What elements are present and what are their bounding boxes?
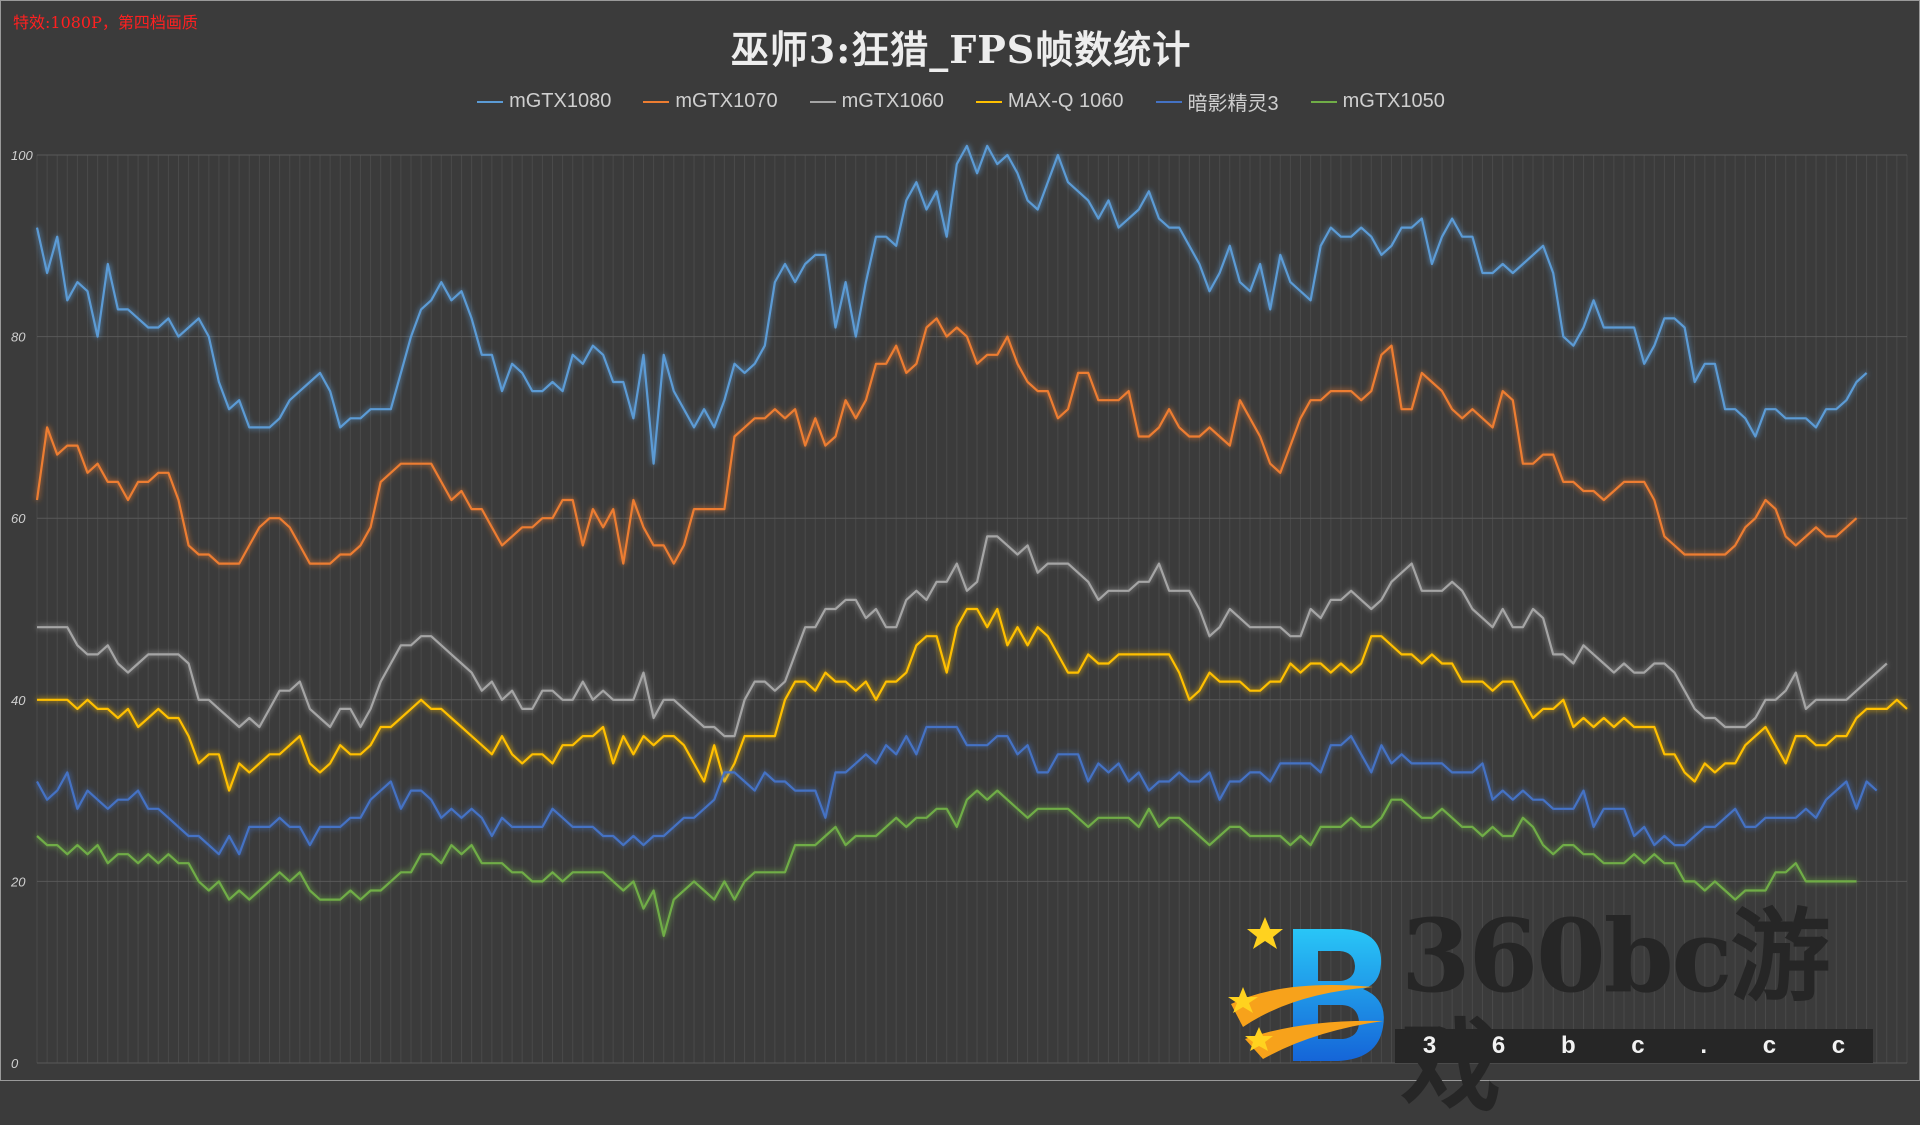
grid-lines (36, 154, 1908, 1064)
y-tick-label: 0 (11, 1056, 19, 1071)
legend-label: mGTX1060 (841, 90, 944, 112)
watermark-bar (1395, 1029, 1873, 1063)
legend-swatch (975, 100, 1002, 103)
watermark-char: c (1631, 1032, 1645, 1059)
legend-swatch (809, 100, 836, 103)
series-line (36, 725, 1878, 856)
legend-label: mGTX1050 (1342, 90, 1445, 112)
chart-legend: mGTX1080 mGTX1070 mGTX1060 MAX-Q 1060 暗影精灵3 m… (1, 87, 1920, 116)
series-line (36, 789, 1857, 938)
legend-item: mGTX1060 (809, 87, 944, 116)
legend-swatch (643, 100, 670, 103)
settings-note: 特效:1080P，第四档画质 (13, 13, 198, 32)
series-line (37, 607, 1908, 792)
y-tick-label: 60 (11, 511, 26, 526)
legend-item: mGTX1070 (643, 87, 778, 116)
legend-item: mGTX1080 (477, 87, 611, 116)
legend-swatch (1155, 100, 1182, 103)
series-line (37, 535, 1888, 738)
legend-label: mGTX1080 (509, 90, 612, 112)
legend-swatch (477, 100, 504, 103)
y-tick-label: 20 (10, 874, 26, 889)
line-chart: 0 20 40 60 80 100 (10, 144, 1908, 1071)
legend-item: 暗影精灵3 (1155, 87, 1279, 116)
y-tick-label: 80 (11, 330, 26, 345)
watermark-char: 6 (1491, 1032, 1506, 1059)
watermark-logo-icon (1228, 917, 1384, 1061)
legend-label: 暗影精灵3 (1187, 93, 1279, 115)
watermark-subtext: 3 6 b c. c c (1395, 1029, 1873, 1063)
watermark-char: c (1762, 1032, 1777, 1059)
legend-item: mGTX1050 (1310, 87, 1445, 116)
legend-label: MAX-Q 1060 (1007, 90, 1124, 112)
y-axis: 0 20 40 60 80 100 (10, 148, 33, 1071)
legend-swatch (1310, 100, 1337, 103)
y-tick-label: 100 (11, 148, 33, 163)
series-line (35, 317, 1858, 565)
chart-title: 巫师3:狂猎_FPS帧数统计 (730, 27, 1192, 72)
series-line (35, 144, 1868, 465)
legend-item: MAX-Q 1060 (975, 87, 1124, 116)
watermark-char: 3 (1422, 1032, 1437, 1059)
series-lines (35, 144, 1908, 938)
watermark-char: b (1560, 1032, 1576, 1059)
watermark-char: . (1700, 1032, 1708, 1059)
y-tick-label: 40 (11, 693, 26, 708)
watermark-text: 360bc游戏 (1401, 897, 1831, 1125)
legend-label: mGTX1070 (675, 90, 778, 112)
watermark-char: c (1831, 1032, 1846, 1059)
